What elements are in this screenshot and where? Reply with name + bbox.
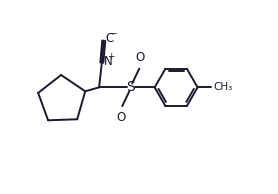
Text: O: O xyxy=(116,111,126,124)
Text: CH₃: CH₃ xyxy=(213,82,232,92)
Text: C: C xyxy=(105,32,114,45)
Text: +: + xyxy=(107,52,115,61)
Text: N: N xyxy=(104,55,113,68)
Text: −: − xyxy=(109,28,116,37)
Text: S: S xyxy=(126,80,135,94)
Text: O: O xyxy=(136,51,145,64)
